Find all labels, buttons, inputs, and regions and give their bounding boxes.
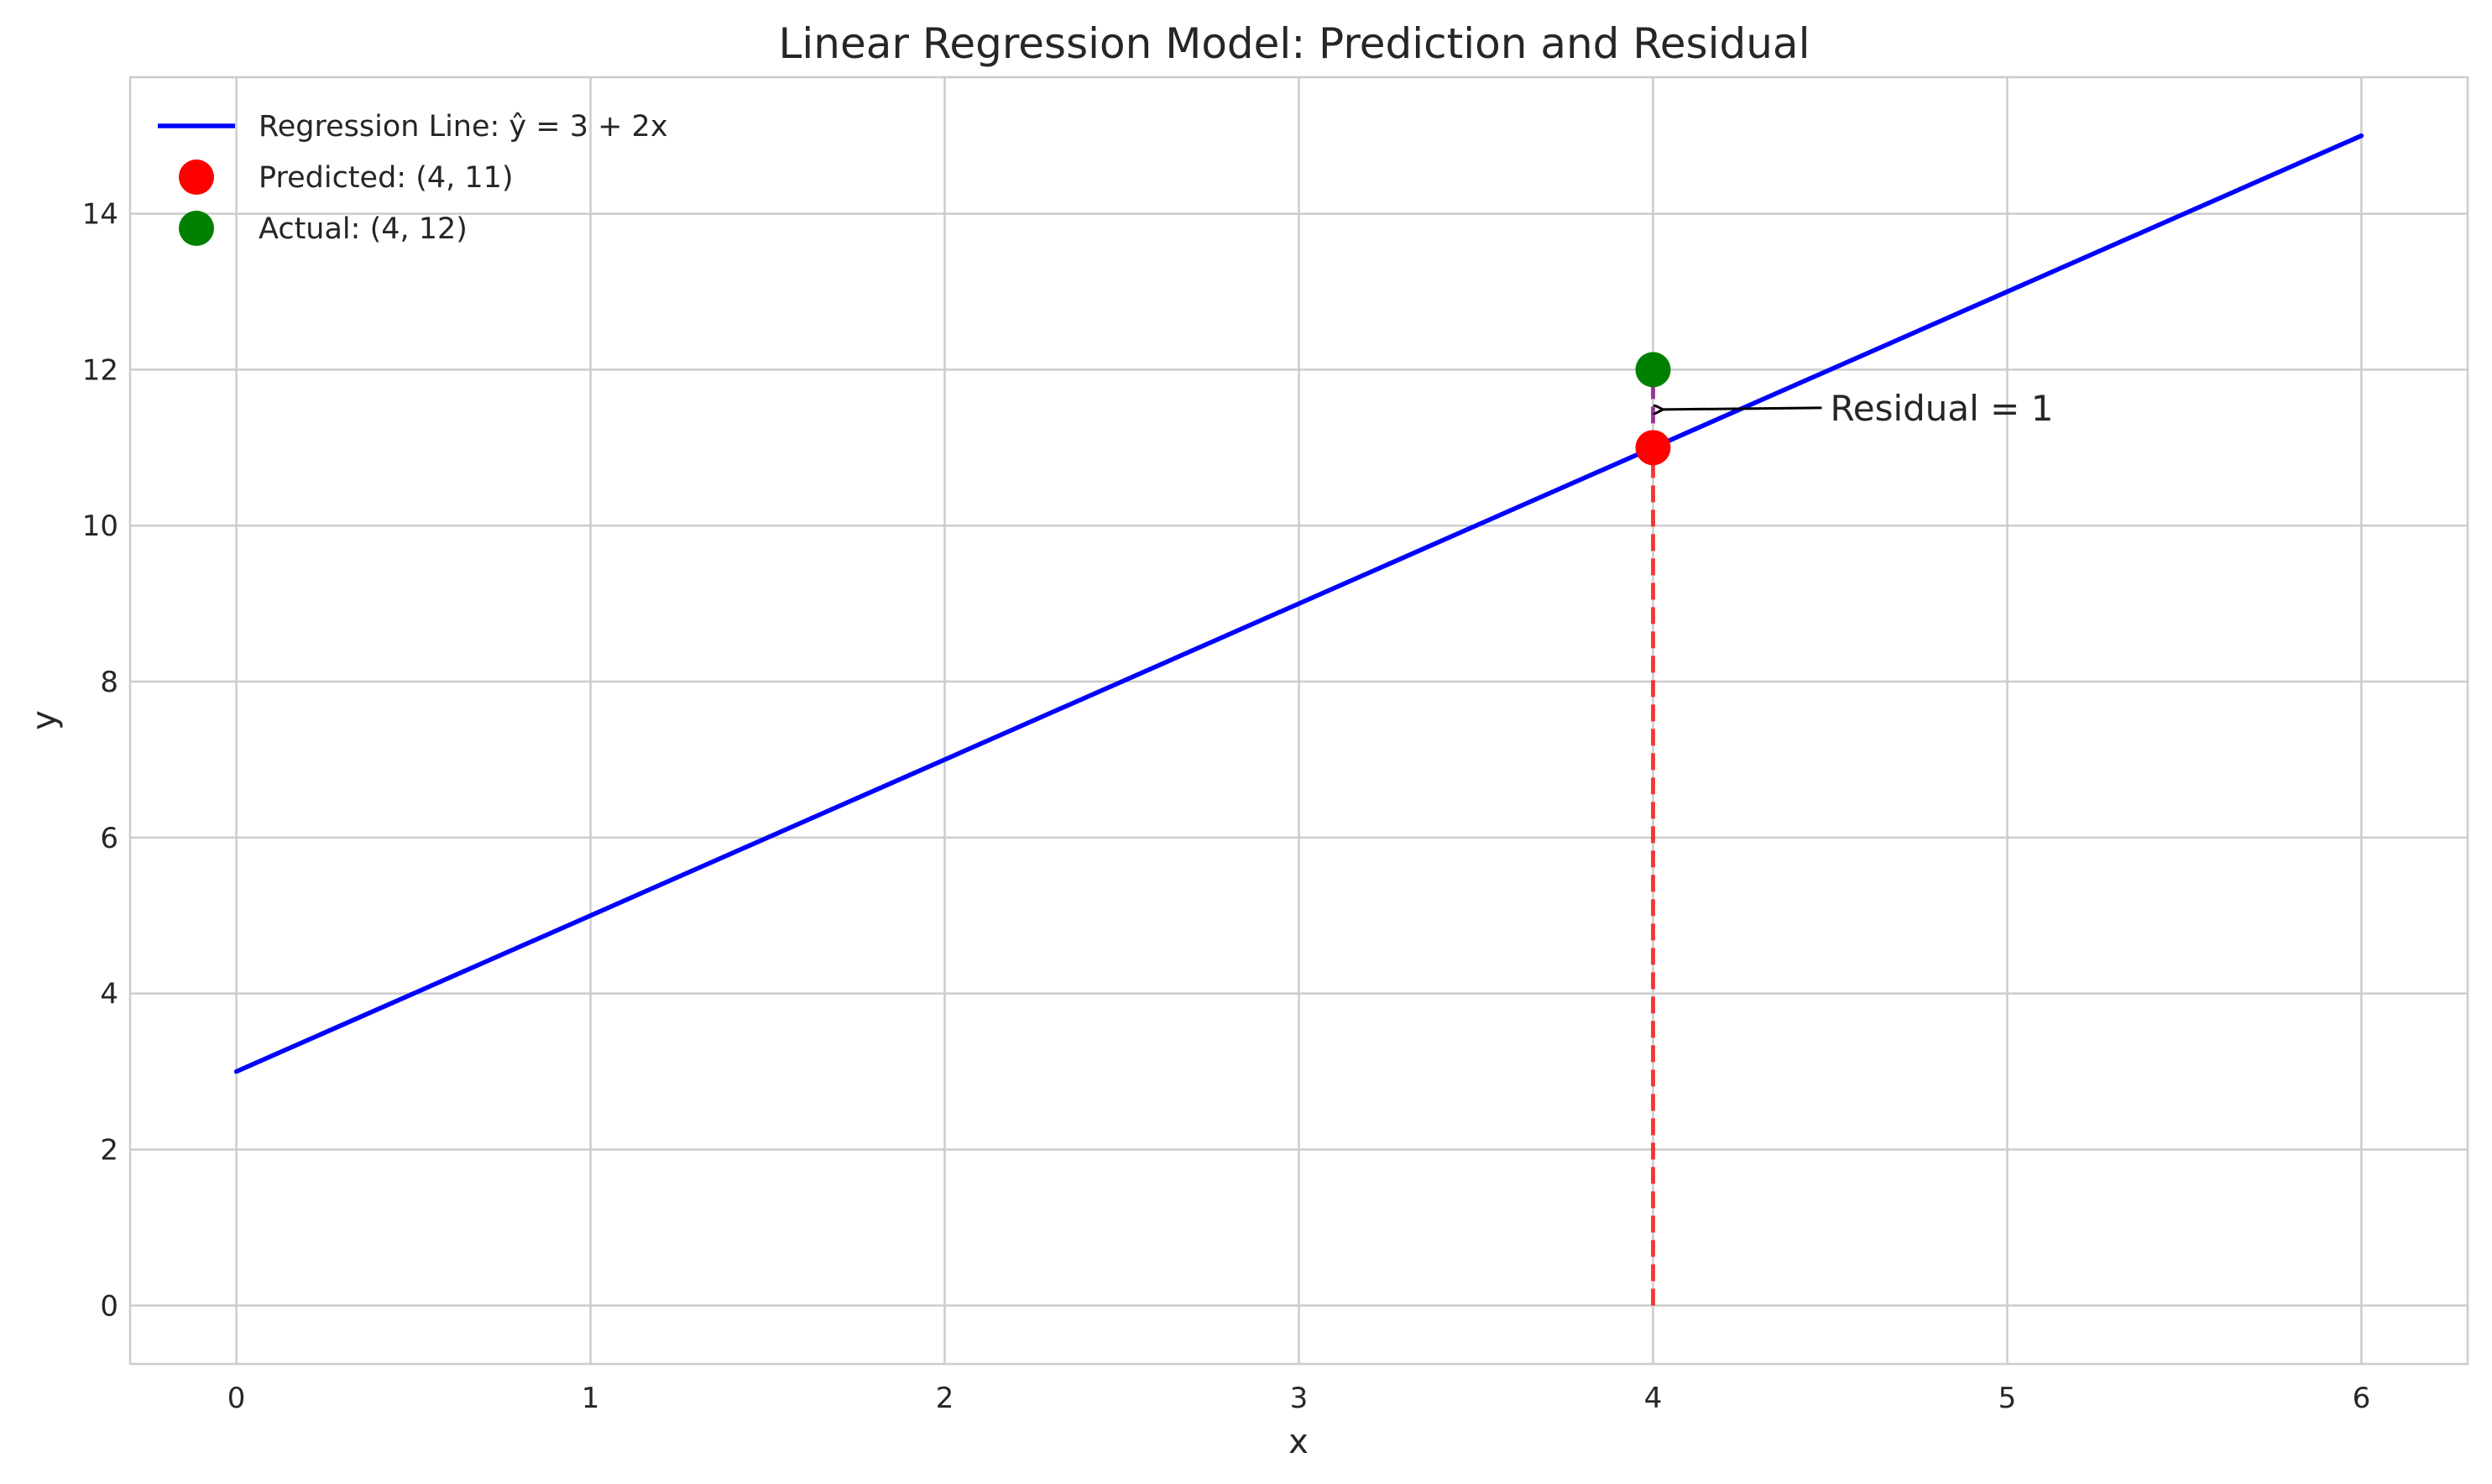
actual-point	[1635, 352, 1670, 387]
legend-label-predicted: Predicted: (4, 11)	[259, 161, 514, 195]
chart-title: Linear Regression Model: Prediction and …	[779, 19, 1810, 68]
x-tick-label: 3	[1290, 1382, 1309, 1415]
y-tick-label: 6	[100, 822, 118, 855]
x-tick-label: 5	[1998, 1382, 2017, 1415]
y-tick-label: 2	[100, 1134, 118, 1168]
y-tick-label: 14	[82, 198, 118, 232]
x-tick-label: 0	[227, 1382, 246, 1415]
x-tick-label: 1	[582, 1382, 600, 1415]
residual-arrow	[1661, 408, 1821, 410]
y-tick-label: 10	[82, 509, 118, 543]
x-tick-label: 4	[1644, 1382, 1663, 1415]
y-tick-label: 4	[100, 978, 118, 1011]
x-tick-label: 2	[936, 1382, 954, 1415]
legend-label-actual: Actual: (4, 12)	[259, 212, 468, 246]
x-axis-label: x	[1288, 1423, 1309, 1461]
legend-swatch-predicted	[179, 159, 214, 195]
residual-annotation-label: Residual = 1	[1830, 388, 2053, 429]
y-tick-label: 0	[100, 1289, 118, 1323]
legend-swatch-actual	[179, 211, 214, 246]
predicted-point	[1635, 430, 1670, 465]
annotation: Residual = 1	[1661, 388, 2053, 429]
y-tick-label: 12	[82, 353, 118, 387]
y-tick-label: 8	[100, 666, 118, 699]
x-tick-label: 6	[2353, 1382, 2371, 1415]
legend-label-regression: Regression Line: ŷ = 3 + 2x	[259, 110, 668, 144]
grid	[130, 77, 2468, 1364]
y-axis-label: y	[25, 710, 64, 730]
